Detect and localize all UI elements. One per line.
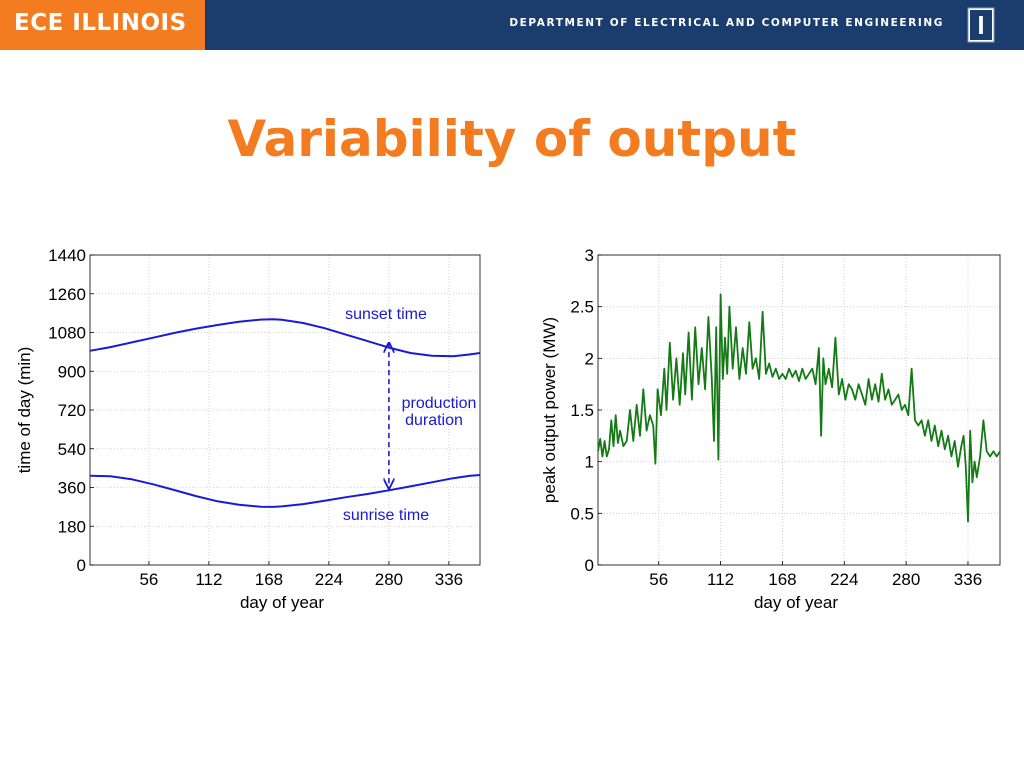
peak-power-y-axis-label: peak output power (MW) [540,317,559,503]
peak-power-x-tick-label: 280 [892,570,920,589]
peak-power-x-tick-label: 336 [954,570,982,589]
daylight-y-tick-label: 180 [58,517,86,536]
illinois-logo-icon: I [967,7,995,43]
daylight-y-tick-label: 1080 [48,324,86,343]
daylight-chart: 56 112 168 224 280 336 0 180 360 540 720 900 1080 126… [15,246,481,612]
department-name: DEPARTMENT OF ELECTRICAL AND COMPUTER EN… [509,17,944,29]
peak-power-x-tick-label: 168 [768,570,796,589]
daylight-chart-series [89,318,481,508]
peak-power-chart-grid [598,254,1000,566]
daylight-y-tick-label: 0 [77,556,86,575]
daylight-y-tick-label: 720 [58,401,86,420]
brand-box: ECE ILLINOIS [0,0,205,50]
daylight-x-tick-label: 56 [139,570,158,589]
peak-power-x-tick-label: 56 [649,570,668,589]
peak-power-x-axis-label: day of year [754,593,838,612]
peak-power-y-tick-label: 0.5 [570,504,594,523]
peak-power-y-tick-label: 2.5 [570,298,594,317]
daylight-y-tick-label: 900 [58,362,86,381]
duration-annotation-line1: production [402,395,477,412]
daylight-y-tick-label: 360 [58,479,86,498]
daylight-x-tick-label: 280 [375,570,403,589]
daylight-chart-ticks: 56 112 168 224 280 336 0 180 360 540 720 900 1080 126… [48,246,463,589]
peak-power-y-tick-label: 3 [585,246,594,265]
daylight-y-tick-label: 540 [58,440,86,459]
peak-power-chart: 56 112 168 224 280 336 0 0.5 1 1.5 2 2.5 3 day of ye… [540,246,1001,612]
daylight-x-tick-label: 112 [195,570,222,589]
header-bar: ECE ILLINOIS DEPARTMENT OF ELECTRICAL AN… [0,0,1024,50]
peak-power-x-tick-label: 224 [830,570,858,589]
peak-power-y-tick-label: 1.5 [570,401,594,420]
daylight-y-axis-label: time of day (min) [15,347,34,474]
slide-title: Variability of output [227,110,797,168]
logo-letter: I [977,10,984,40]
daylight-y-tick-label: 1440 [48,246,86,265]
peak-power-y-tick-label: 0 [585,556,594,575]
daylight-x-tick-label: 336 [435,570,463,589]
daylight-x-tick-label: 224 [315,570,343,589]
duration-annotation-line2: duration [405,412,463,429]
peak-power-x-tick-label: 112 [707,570,734,589]
sunset-annotation: sunset time [345,306,427,323]
peak-power-chart-ticks: 56 112 168 224 280 336 0 0.5 1 1.5 2 2.5 3 [570,246,982,589]
brand-name: ECE ILLINOIS [14,10,187,36]
daylight-x-tick-label: 168 [255,570,283,589]
peak-power-y-tick-label: 2 [585,349,594,368]
daylight-series-line-1 [89,474,481,508]
peak-power-chart-series [597,293,1001,523]
sunrise-annotation: sunrise time [343,507,429,524]
peak-power-y-tick-label: 1 [585,453,594,472]
daylight-x-axis-label: day of year [240,593,324,612]
daylight-y-tick-label: 1260 [48,285,86,304]
peak-power-series-line-0 [597,293,1001,523]
daylight-series-line-0 [89,318,481,358]
